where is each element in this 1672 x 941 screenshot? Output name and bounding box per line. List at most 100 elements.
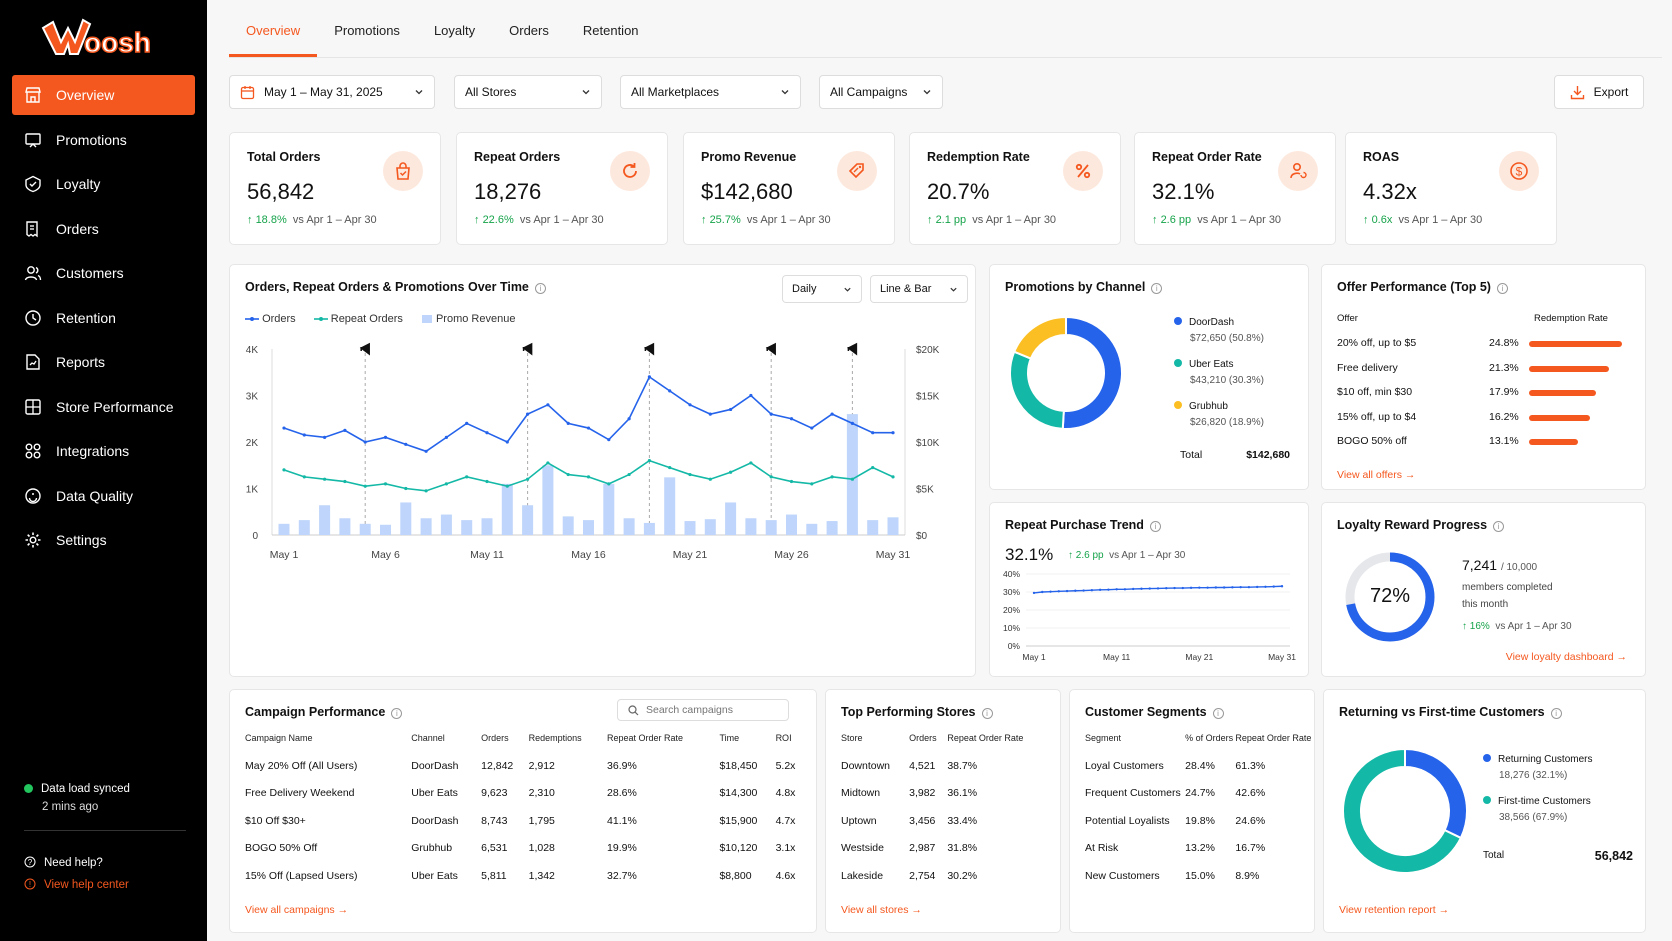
table-row[interactable]: Westside 2,987 31.8% [841,835,1053,863]
promo-revenue-bar[interactable] [603,483,615,535]
promo-revenue-bar[interactable] [725,502,737,535]
promo-revenue-bar[interactable] [562,516,574,535]
promo-revenue-bar[interactable] [501,483,513,535]
data-point[interactable] [302,433,306,437]
marketplaces-select[interactable]: All Marketplaces [620,75,801,109]
data-point[interactable] [465,421,469,425]
legend-repeat-orders[interactable]: Repeat Orders [313,313,403,325]
megaphone-icon[interactable] [765,342,776,356]
megaphone-icon[interactable] [846,342,858,356]
donut-slice[interactable] [1404,748,1468,840]
promo-revenue-bar[interactable] [319,505,331,535]
data-point[interactable] [343,479,347,484]
table-row[interactable]: Lakeside 2,754 30.2% [841,862,1053,890]
campaign-search-box[interactable] [617,699,789,721]
data-point[interactable] [647,459,651,463]
info-icon[interactable]: i [534,283,546,294]
tab-loyalty[interactable]: Loyalty [433,23,476,38]
data-point[interactable] [505,484,509,488]
data-point[interactable] [485,431,489,435]
megaphone-icon[interactable] [359,342,370,356]
table-row[interactable]: Uptown 3,456 33.4% [841,807,1053,835]
data-point[interactable] [607,482,611,486]
data-point[interactable] [668,465,672,470]
promo-revenue-bar[interactable] [887,517,899,535]
sidebar-item-loyalty[interactable]: Loyalty [12,164,195,204]
column-header[interactable]: Redemptions [528,733,582,743]
data-point[interactable] [586,426,591,430]
promo-revenue-bar[interactable] [583,520,594,535]
column-header[interactable]: Store [841,733,863,743]
tab-overview[interactable]: Overview [229,0,318,57]
data-point[interactable] [566,421,570,425]
data-point[interactable] [708,477,712,481]
view-all-offers-link[interactable]: View all offers → [1337,469,1416,481]
sidebar-item-data-quality[interactable]: Data Quality [12,476,195,516]
data-point[interactable] [769,475,773,479]
data-point[interactable] [424,489,428,493]
woosh-logo[interactable]: oosh [40,14,150,60]
offer-row[interactable]: 20% off, up to $5 24.8% [1322,337,1642,357]
promo-revenue-bar[interactable] [826,521,838,535]
promo-revenue-bar[interactable] [704,519,716,535]
data-point[interactable] [607,438,611,442]
promo-revenue-bar[interactable] [806,523,818,535]
export-button[interactable]: Export [1554,75,1644,109]
promo-revenue-bar[interactable] [420,518,432,535]
table-row[interactable]: Free Delivery Weekend Uber Eats 9,623 2,310… [245,780,805,808]
kpi-card-redemption-rate[interactable]: Redemption Rate 20.7% ↑ 2.1 pp vs Apr 1 – … [909,132,1121,245]
data-point[interactable] [323,477,327,481]
view-select[interactable]: Line & Bar [870,275,968,303]
returning-legend-item[interactable]: Returning Customers 18,276 (32.1%) [1483,752,1592,784]
tab-promotions[interactable]: Promotions [334,23,400,38]
help-center-link[interactable]: ! View help center [24,874,129,896]
data-point[interactable] [546,403,550,407]
sidebar-item-reports[interactable]: Reports [12,342,195,382]
info-icon[interactable]: i [1149,521,1161,532]
data-point[interactable] [871,431,875,435]
legend-orders[interactable]: Orders [245,313,296,325]
table-row[interactable]: BOGO 50% Off Grubhub 6,531 1,028 19.9% $10,12… [245,835,805,863]
data-point[interactable] [485,479,489,484]
promo-revenue-bar[interactable] [786,514,797,535]
data-point[interactable] [343,428,347,432]
granularity-select[interactable]: Daily [782,275,862,303]
view-retention-report-link[interactable]: View retention report → [1339,904,1450,916]
data-point[interactable] [850,421,855,425]
data-point[interactable] [769,412,773,416]
data-point[interactable] [810,482,814,486]
column-header[interactable]: Orders [481,733,509,743]
promo-revenue-bar[interactable] [623,518,635,535]
data-point[interactable] [789,417,794,421]
sidebar-item-overview[interactable]: Overview [12,75,195,115]
megaphone-icon[interactable] [522,342,533,356]
data-point[interactable] [526,477,530,481]
sidebar-item-settings[interactable]: Settings [12,520,195,560]
view-loyalty-dashboard-link[interactable]: View loyalty dashboard → [1505,651,1627,663]
table-row[interactable]: New Customers 15.0% 8.9% [1085,862,1315,890]
promo-revenue-bar[interactable] [400,502,412,535]
data-point[interactable] [830,412,834,416]
data-point[interactable] [586,475,591,479]
column-header[interactable]: Orders [909,733,937,743]
info-icon[interactable]: i [1493,521,1505,532]
sidebar-item-store-performance[interactable]: Store Performance [12,387,195,427]
info-icon[interactable]: i [981,708,993,719]
data-point[interactable] [810,426,814,430]
donut-slice[interactable] [1061,315,1123,430]
column-header[interactable]: Repeat Order Rate [607,733,684,743]
legend-promo-revenue[interactable]: Promo Revenue [421,313,515,325]
donut-slice[interactable] [1342,748,1463,874]
promo-revenue-bar[interactable] [278,523,290,535]
column-header[interactable]: Repeat Order Rate [1235,733,1312,743]
promo-revenue-bar[interactable] [380,524,391,535]
promo-revenue-bar[interactable] [867,520,879,535]
donut-slice[interactable] [1010,350,1065,430]
data-point[interactable] [647,375,651,379]
kpi-card-promo-revenue[interactable]: Promo Revenue $142,680 ↑ 25.7% vs Apr 1 – … [683,132,895,245]
column-header[interactable]: Channel [411,733,445,743]
table-row[interactable]: Frequent Customers 24.7% 42.6% [1085,780,1315,808]
column-header[interactable]: ROI [775,733,792,743]
promo-revenue-bar[interactable] [765,520,777,535]
offer-row[interactable]: 15% off, up to $4 16.2% [1322,411,1642,431]
